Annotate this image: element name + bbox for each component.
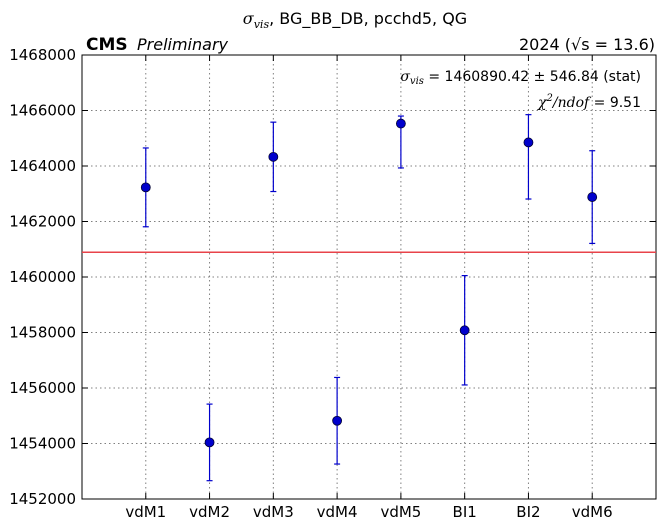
- x-tick-label: vdM2: [189, 503, 230, 521]
- x-tick-label: vdM6: [572, 503, 613, 521]
- energy-label: 2024 (√s = 13.6): [519, 35, 655, 54]
- data-point: [459, 325, 470, 336]
- x-tick-label: vdM1: [125, 503, 166, 521]
- x-tick-label: BI2: [516, 503, 540, 521]
- data-point: [140, 182, 151, 193]
- x-tick-label: vdM3: [253, 503, 294, 521]
- x-tick-label: vdM5: [380, 503, 421, 521]
- chi2-label: χ2/ndof = 9.51: [537, 93, 641, 111]
- y-tick-label: 1468000: [9, 46, 76, 64]
- y-tick-label: 1462000: [9, 213, 76, 231]
- data-point: [268, 151, 279, 162]
- experiment-label: CMS: [86, 35, 128, 55]
- x-tick-label: vdM4: [317, 503, 358, 521]
- chart-title: σvis, BG_BB_DB, pcchd5, QG: [243, 9, 467, 31]
- y-tick-label: 1456000: [9, 379, 76, 397]
- data-point: [332, 415, 343, 426]
- grid-layer: [82, 55, 656, 499]
- axis-layer: 1452000 1454000 1456000 1458000 1460000 14620…: [9, 46, 656, 521]
- y-tick-label: 1460000: [9, 268, 76, 286]
- y-tick-label: 1454000: [9, 435, 76, 453]
- data-point: [395, 118, 406, 129]
- y-tick-label: 1458000: [9, 324, 76, 342]
- data-point: [523, 137, 534, 148]
- y-tick-label: 1464000: [9, 157, 76, 175]
- y-tick-label: 1466000: [9, 102, 76, 120]
- y-tick-label: 1452000: [9, 490, 76, 508]
- data-point: [204, 437, 215, 448]
- status-label: Preliminary: [137, 35, 229, 54]
- data-point: [587, 192, 598, 202]
- points-layer: [140, 114, 598, 482]
- fit-result-label: σvis = 1460890.42 ± 546.84 (stat): [400, 69, 641, 87]
- x-tick-label: BI1: [453, 503, 477, 521]
